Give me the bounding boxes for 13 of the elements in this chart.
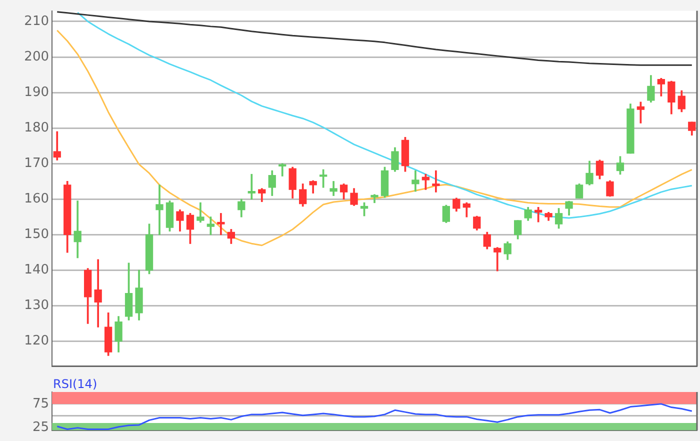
y-tick-label: 140 — [24, 262, 49, 278]
y-tick-label: 75 — [32, 396, 49, 412]
y-tick-label: 120 — [24, 334, 49, 349]
y-tick-label: 180 — [24, 120, 49, 136]
y-tick-label: 170 — [24, 156, 49, 171]
y-tick-label: 210 — [24, 14, 49, 29]
chart-title: RSI(14) — [53, 377, 98, 391]
y-tick-label: 190 — [24, 84, 49, 100]
y-tick-label: 150 — [24, 227, 49, 242]
y-tick-label: 25 — [32, 420, 49, 436]
y-tick-label: 160 — [24, 192, 49, 207]
y-tick-label: 130 — [24, 298, 49, 314]
y-tick-label: 200 — [24, 49, 49, 64]
